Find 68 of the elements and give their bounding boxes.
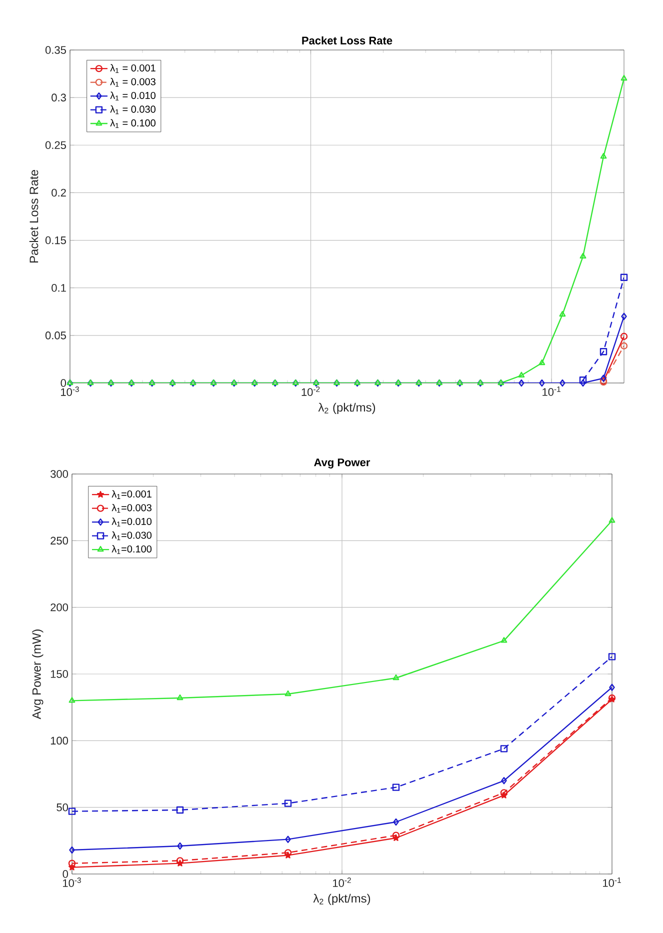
- y-tick-label: 0.25: [45, 141, 66, 150]
- point: [538, 359, 546, 366]
- point: [518, 372, 525, 378]
- y-tick-label: 300: [50, 470, 68, 478]
- y-tick-label: 0: [62, 870, 68, 878]
- chart-title: Packet Loss Rate: [302, 36, 392, 44]
- point: [285, 836, 291, 843]
- point: [500, 789, 508, 796]
- y-tick-label: 0.3: [52, 94, 66, 102]
- x-tick-label: 10$^{-3}$: [63, 878, 81, 887]
- x-axis-title: λ$_{2}$ (pkt/ms): [318, 402, 376, 414]
- legend-label: λ$_{1}$ = 0.001: [110, 64, 156, 73]
- y-tick-label: 0: [60, 379, 66, 387]
- point: [392, 674, 400, 680]
- y-tick-label: 0.1: [52, 284, 66, 292]
- point: [608, 653, 616, 660]
- point: [600, 152, 607, 159]
- x-tick-label: 10$^{-2}$: [302, 386, 320, 396]
- x-tick-label: 10$^{-2}$: [333, 878, 351, 887]
- point: [600, 348, 608, 356]
- y-tick-label: 0.2: [52, 188, 66, 197]
- point: [68, 860, 76, 867]
- point: [620, 274, 628, 281]
- point: [284, 690, 292, 696]
- point: [518, 379, 524, 387]
- legend-label: λ$_{1}$=0.100: [112, 545, 152, 554]
- y-tick-label: 0.05: [45, 332, 66, 340]
- point: [392, 784, 400, 791]
- legend-label: λ$_{1}$=0.003: [112, 504, 152, 513]
- point: [500, 745, 508, 752]
- point: [580, 252, 586, 259]
- y-tick-label: 150: [50, 670, 68, 678]
- point: [501, 777, 507, 784]
- y-tick-label: 0.15: [45, 236, 66, 244]
- point: [559, 310, 566, 317]
- legend-label: λ$_{1}$=0.030: [112, 531, 152, 540]
- legend-label: λ$_{1}$ = 0.010: [110, 92, 156, 100]
- y-axis-title: Avg Power (mW): [32, 630, 44, 720]
- y-tick-label: 0.35: [45, 46, 66, 54]
- legend-label: λ$_{1}$=0.001: [112, 490, 152, 499]
- point: [176, 806, 184, 814]
- y-tick-label: 50: [56, 803, 68, 812]
- point: [500, 637, 508, 643]
- point: [176, 694, 184, 700]
- point: [560, 379, 566, 387]
- x-tick-label: 10$^{-3}$: [61, 386, 79, 396]
- y-tick-label: 200: [50, 603, 68, 612]
- point: [284, 800, 292, 807]
- legend-label: λ$_{1}$=0.010: [112, 518, 152, 526]
- legend-label: λ$_{1}$ = 0.100: [110, 119, 156, 128]
- point: [539, 379, 545, 387]
- legend-label: λ$_{1}$ = 0.003: [110, 78, 156, 87]
- point: [620, 342, 628, 350]
- y-tick-label: 100: [50, 736, 68, 745]
- x-axis-title: λ$_{2}$ (pkt/ms): [313, 894, 370, 906]
- y-tick-label: 250: [50, 536, 68, 545]
- point: [68, 808, 76, 815]
- y-axis-title: Packet Loss Rate: [29, 170, 38, 263]
- x-tick-label: 10$^{-1}$: [542, 386, 560, 396]
- point: [600, 374, 606, 382]
- point: [579, 376, 587, 384]
- point: [392, 832, 400, 839]
- point: [580, 379, 586, 387]
- legend-label: λ$_{1}$ = 0.030: [110, 105, 156, 114]
- x-tick-label: 10$^{-1}$: [603, 878, 621, 887]
- point: [393, 818, 399, 826]
- point: [177, 842, 183, 850]
- chart-title: Avg Power: [314, 458, 370, 468]
